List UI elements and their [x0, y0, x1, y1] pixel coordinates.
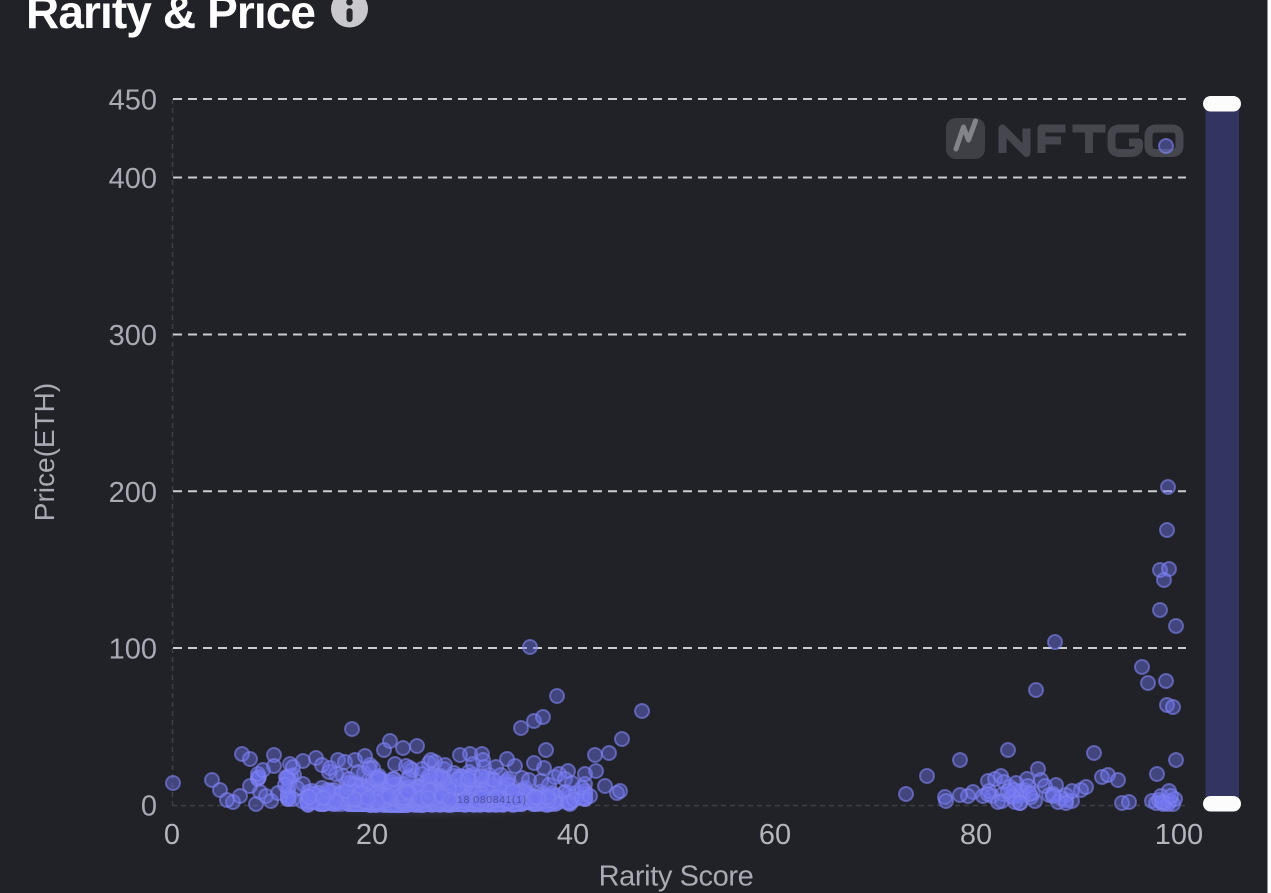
svg-text:60: 60 [759, 819, 791, 851]
svg-text:200: 200 [109, 477, 157, 509]
svg-text:Rarity Score: Rarity Score [599, 861, 754, 893]
svg-text:400: 400 [109, 163, 157, 195]
svg-text:100: 100 [1155, 819, 1203, 851]
svg-text:450: 450 [109, 85, 157, 117]
svg-text:20: 20 [356, 819, 388, 851]
svg-text:0: 0 [141, 791, 157, 823]
svg-text:40: 40 [557, 819, 589, 851]
svg-text:Rarity & Price: Rarity & Price [26, 0, 315, 38]
svg-text:0: 0 [164, 819, 180, 851]
svg-text:Price(ETH): Price(ETH) [29, 383, 60, 521]
svg-text:300: 300 [109, 320, 157, 352]
svg-text:80: 80 [960, 819, 992, 851]
svg-text:18 080841(1): 18 080841(1) [457, 794, 527, 806]
svg-text:100: 100 [109, 634, 157, 666]
